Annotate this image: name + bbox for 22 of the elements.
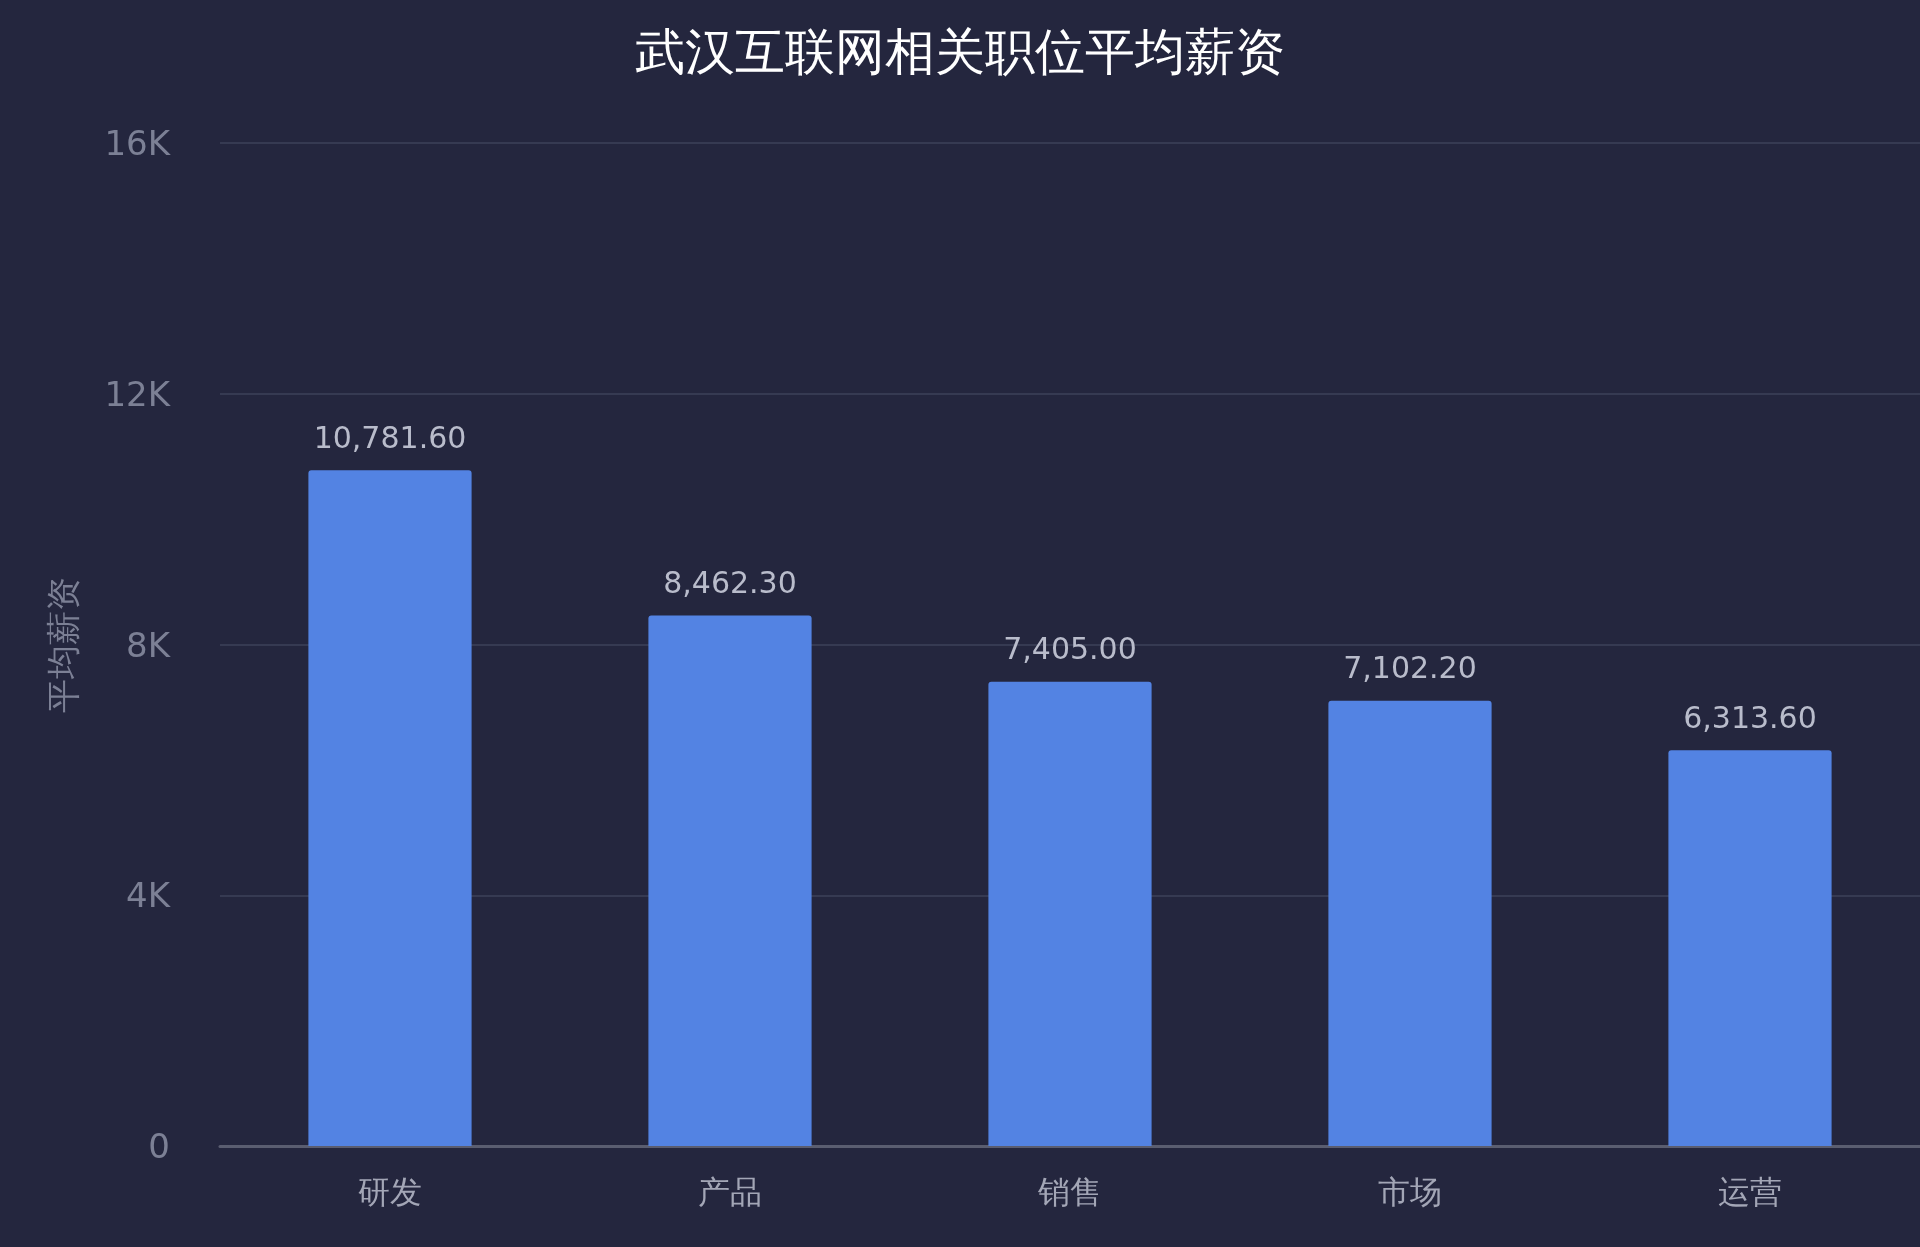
data-label: 8,462.30 (663, 565, 797, 601)
x-tick-label: 研发 (358, 1173, 422, 1211)
data-label: 7,405.00 (1003, 631, 1137, 667)
y-tick-label: 16K (104, 123, 172, 163)
x-tick-label: 运营 (1718, 1173, 1782, 1211)
y-tick-label: 4K (126, 875, 172, 916)
bar (648, 615, 812, 1146)
data-label: 7,102.20 (1343, 650, 1477, 686)
y-tick-label: 12K (104, 373, 172, 414)
y-tick-label: 8K (126, 624, 172, 665)
x-tick-label: 产品 (698, 1173, 762, 1211)
x-tick-label: 市场 (1378, 1173, 1442, 1211)
x-tick-label: 销售 (1037, 1173, 1102, 1211)
bar (988, 681, 1152, 1146)
bar (1328, 700, 1492, 1146)
bar (1668, 750, 1832, 1146)
bar (308, 470, 472, 1146)
y-tick-label: 0 (148, 1126, 170, 1166)
data-label: 10,781.60 (313, 419, 467, 455)
data-label: 6,313.60 (1683, 699, 1817, 735)
chart-title: 武汉互联网相关职位平均薪资 (635, 23, 1285, 81)
y-axis-title: 平均薪资 (43, 576, 83, 713)
